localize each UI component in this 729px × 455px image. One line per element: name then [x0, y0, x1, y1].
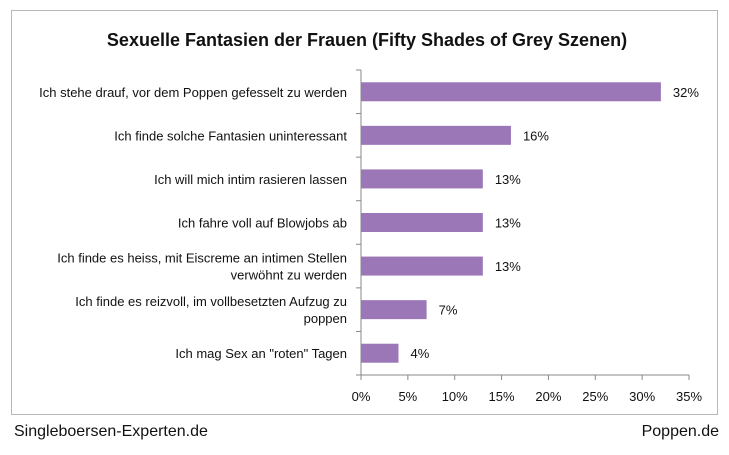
category-label: Ich mag Sex an "roten" Tagen [175, 346, 347, 361]
x-tick-label: 25% [582, 389, 608, 404]
data-label: 4% [410, 346, 429, 361]
bars-layer [361, 82, 661, 363]
category-label: Ich will mich intim rasieren lassen [154, 172, 347, 187]
data-label: 7% [439, 303, 458, 318]
data-labels-layer: 32% 16% 13% 13% 13% 7% 4% [410, 85, 699, 361]
bar [361, 82, 661, 102]
category-label: verwöhnt zu werden [231, 268, 347, 283]
x-tick-label: 0% [352, 389, 371, 404]
data-label: 13% [495, 172, 521, 187]
footer-source-right: Poppen.de [641, 423, 719, 440]
bar-chart: Sexuelle Fantasien der Frauen (Fifty Sha… [39, 30, 702, 404]
data-label: 16% [523, 128, 549, 143]
category-label: Ich stehe drauf, vor dem Poppen gefessel… [39, 85, 347, 100]
category-label: Ich finde solche Fantasien uninteressant [114, 128, 347, 143]
bar [361, 125, 511, 145]
footer-source-left: Singleboersen-Experten.de [14, 423, 208, 440]
data-label: 13% [495, 259, 521, 274]
x-tick-label: 15% [489, 389, 515, 404]
x-tick-label: 10% [442, 389, 468, 404]
category-label: Ich finde es heiss, mit Eiscreme an inti… [57, 251, 347, 266]
data-label: 13% [495, 216, 521, 231]
bar [361, 213, 483, 232]
x-tick-label: 5% [398, 389, 417, 404]
x-tick-label: 20% [535, 389, 561, 404]
chart-title: Sexuelle Fantasien der Frauen (Fifty Sha… [107, 30, 627, 50]
category-labels-layer: Ich stehe drauf, vor dem Poppen gefessel… [39, 85, 347, 361]
bar [361, 256, 483, 276]
x-tick-label: 30% [629, 389, 655, 404]
category-label: Ich finde es reizvoll, im vollbesetzten … [75, 294, 347, 309]
bar [361, 300, 427, 320]
category-label: poppen [304, 311, 347, 326]
x-axis-ticks: 0% 5% 10% 15% 20% 25% 30% 35% [352, 375, 702, 404]
bar [361, 343, 399, 363]
data-label: 32% [673, 85, 699, 100]
bar [361, 169, 483, 189]
category-label: Ich fahre voll auf Blowjobs ab [178, 216, 347, 231]
x-tick-label: 35% [676, 389, 702, 404]
